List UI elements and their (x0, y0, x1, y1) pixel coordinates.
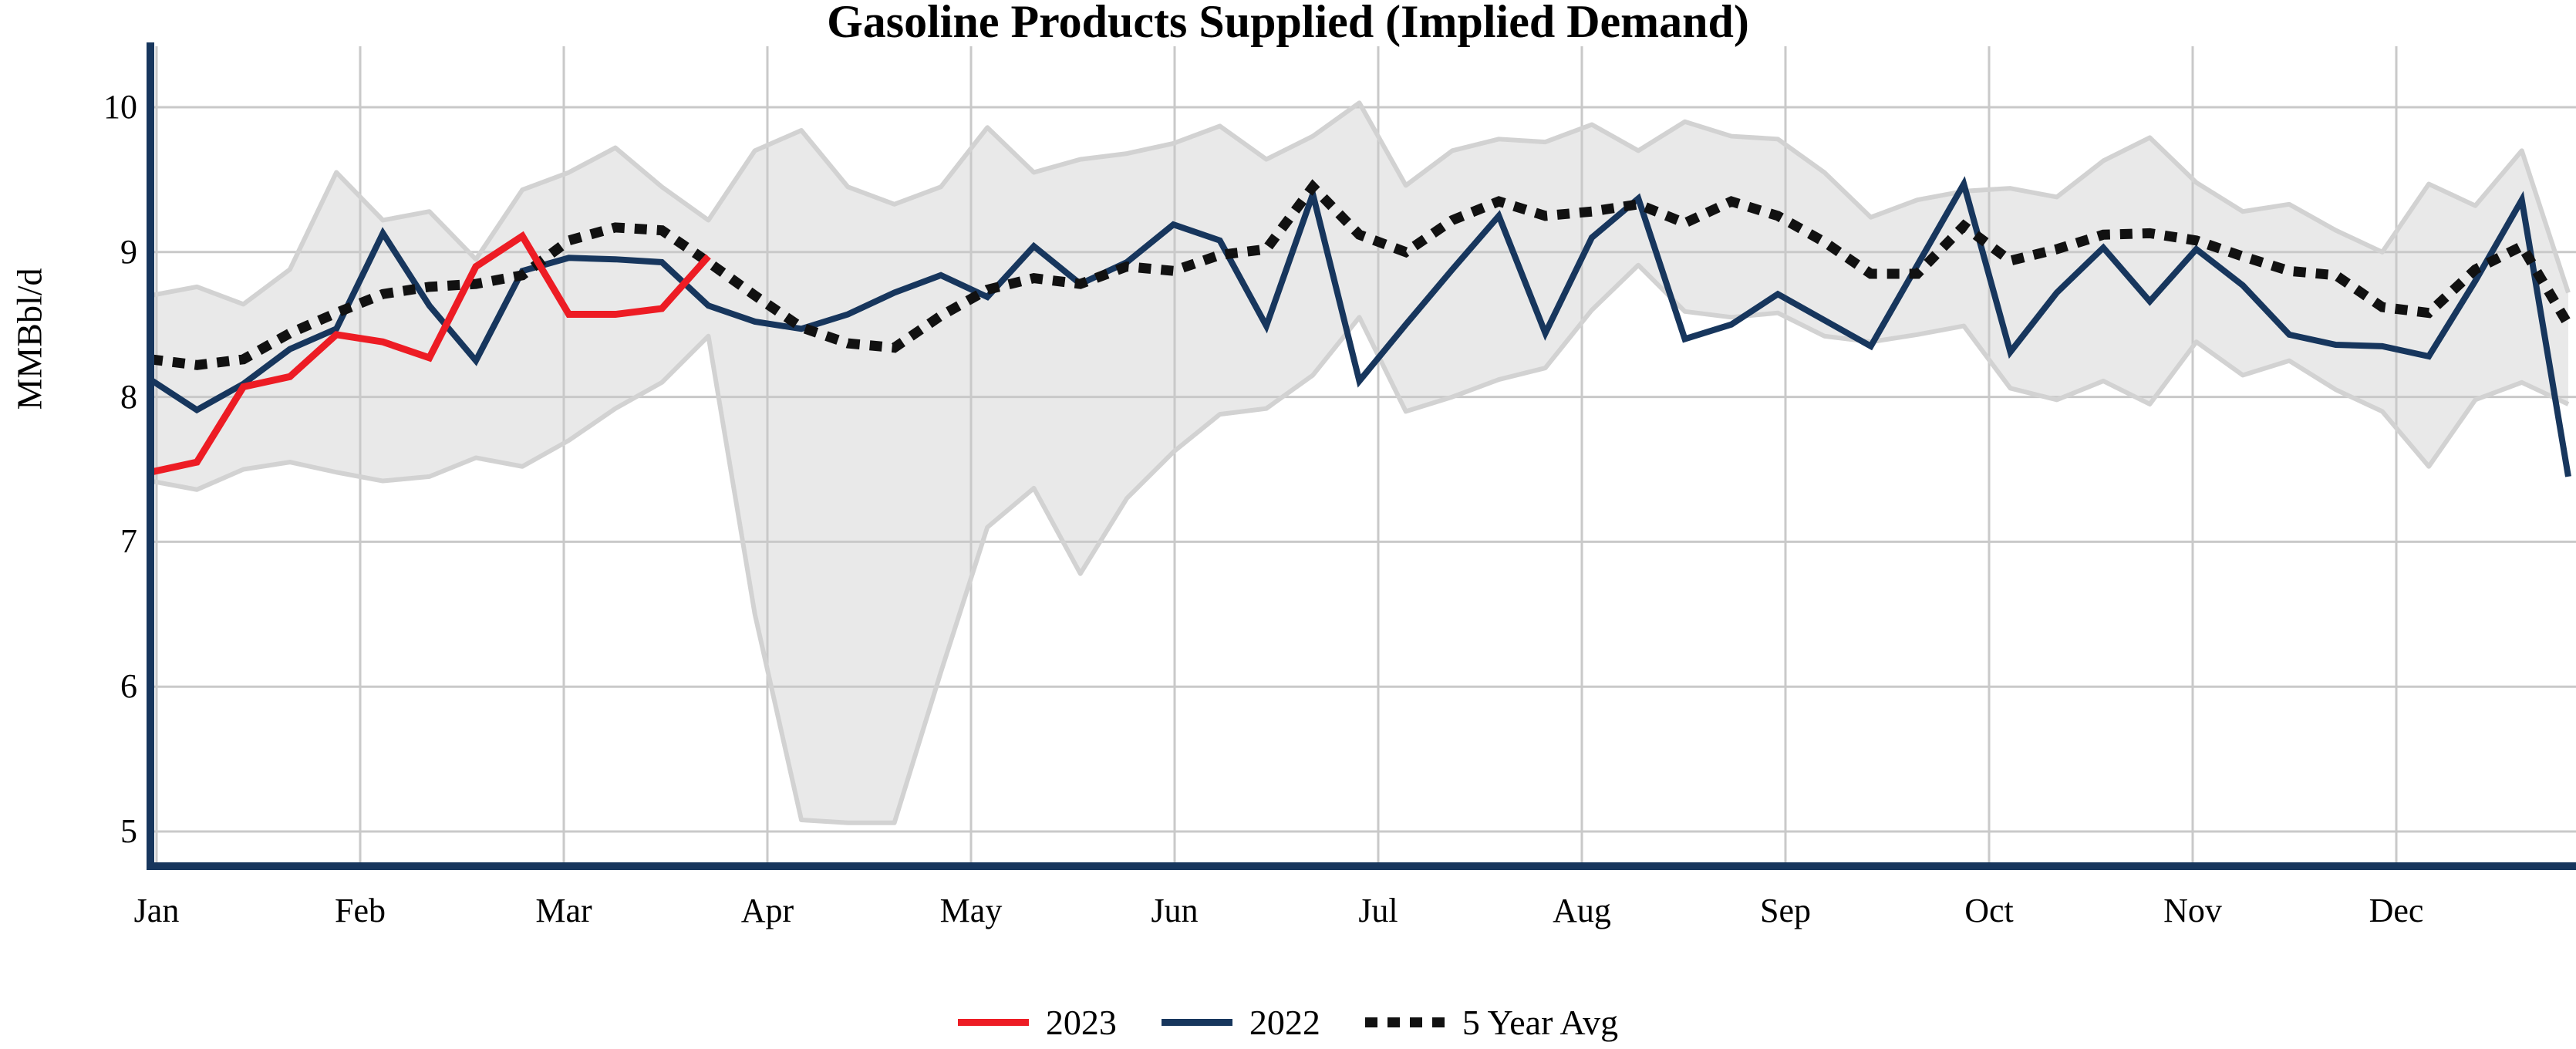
x-tick-label-aug: Aug (1553, 892, 1611, 929)
x-tick-label-dec: Dec (2369, 892, 2424, 929)
legend: 2023 2022 5 Year Avg (0, 1002, 2576, 1043)
band-upper-edge (150, 100, 2571, 307)
legend-item-5yr-avg: 5 Year Avg (1364, 1002, 1619, 1043)
legend-label-2022: 2022 (1249, 1003, 1320, 1042)
legend-swatch-2023-line (957, 1019, 1029, 1026)
x-tick-label-mar: Mar (535, 892, 592, 929)
chart-title: Gasoline Products Supplied (Implied Dema… (827, 0, 1749, 47)
y-tick-label-6: 6 (120, 667, 137, 706)
legend-swatch-2022-line (1161, 1019, 1232, 1026)
y-tick-label-10: 10 (103, 88, 137, 126)
y-tick-label-5: 5 (120, 812, 137, 850)
legend-swatch-5yr-avg-dotted-line (1364, 1017, 1445, 1027)
legend-label-2023: 2023 (1045, 1003, 1117, 1042)
x-tick-label-oct: Oct (1964, 892, 2014, 929)
series-2023-line (150, 231, 711, 476)
legend-item-2022: 2022 (1161, 1002, 1320, 1043)
x-tick-label-jul: Jul (1358, 892, 1398, 929)
band-lower-edge (150, 262, 2570, 825)
y-tick-label-7: 7 (120, 522, 137, 561)
x-tick-label-apr: Apr (740, 892, 794, 929)
x-tick-label-nov: Nov (2163, 892, 2222, 929)
x-tick-label-jan: Jan (133, 892, 180, 929)
legend-item-2023: 2023 (957, 1002, 1117, 1043)
five-year-range-band (150, 103, 2568, 823)
y-tick-label-8: 8 (120, 377, 137, 416)
x-tick-label-may: May (939, 892, 1003, 929)
series-5yr-avg-line (150, 179, 2573, 370)
x-tick-label-sep: Sep (1760, 892, 1811, 929)
legend-label-5yr-avg: 5 Year Avg (1462, 1003, 1619, 1042)
y-tick-label-9: 9 (120, 232, 137, 271)
x-tick-label-jun: Jun (1151, 892, 1199, 929)
series-2022-line (148, 176, 2571, 477)
x-tick-label-feb: Feb (335, 892, 386, 929)
